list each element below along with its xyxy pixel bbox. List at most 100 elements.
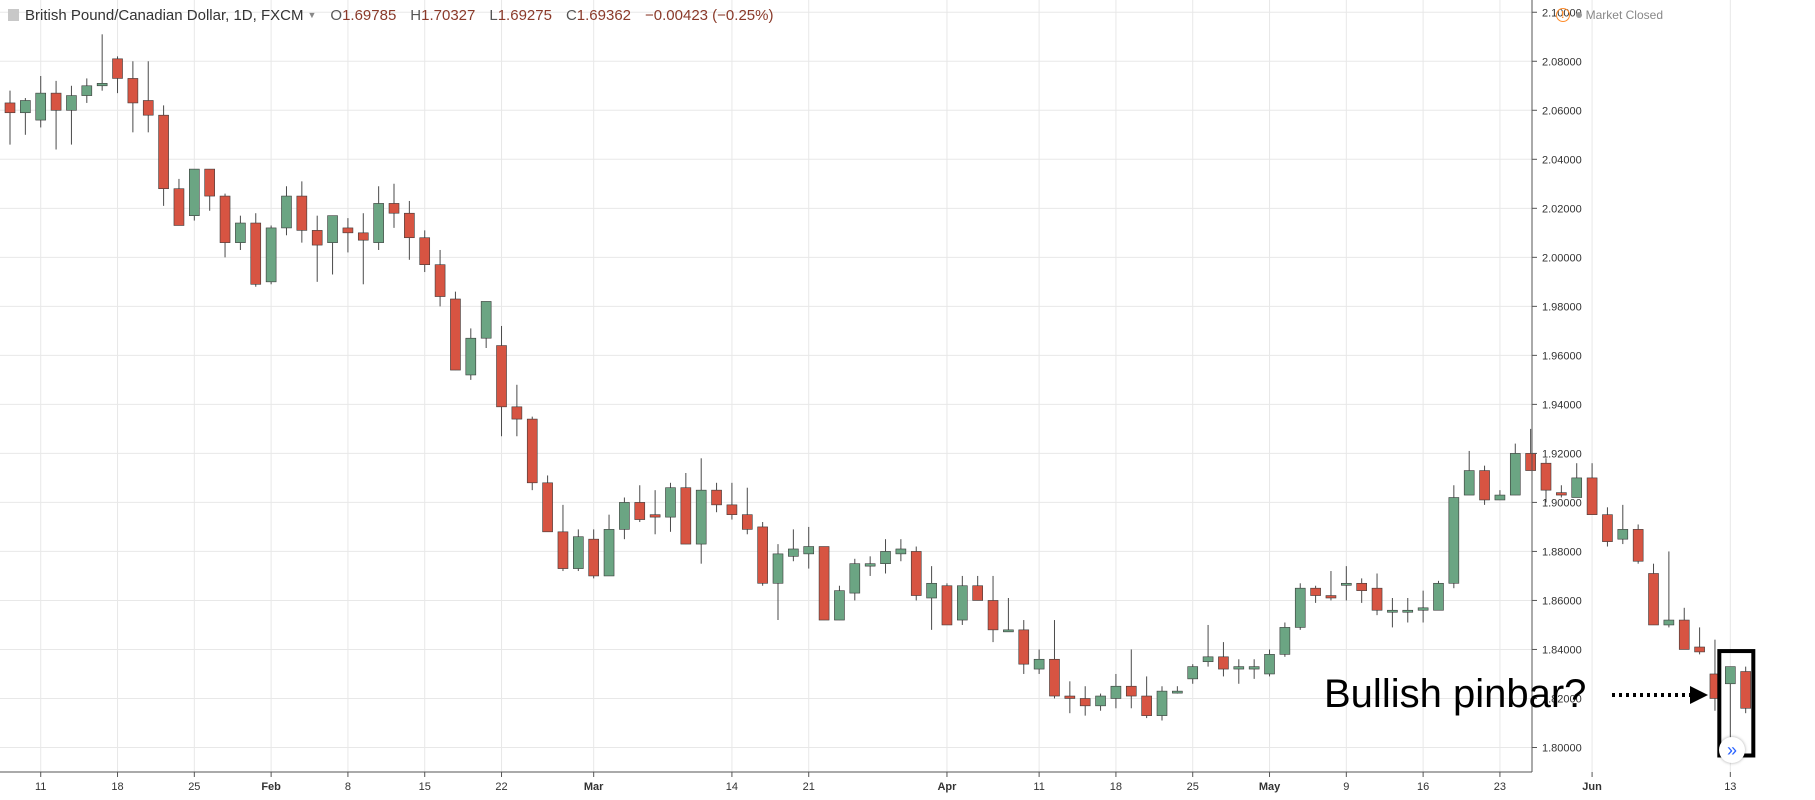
candle-body-up: [957, 585, 968, 621]
candle-body-up: [803, 546, 815, 555]
candle: [35, 75, 47, 128]
candle-body-down: [1218, 656, 1229, 670]
market-status[interactable]: ! Market Closed: [1555, 8, 1663, 22]
candle-body-down: [1310, 587, 1321, 596]
candle: [619, 497, 630, 540]
candle: [1740, 666, 1751, 714]
candle: [50, 80, 62, 150]
candle: [941, 583, 953, 626]
candle-body-up: [189, 168, 200, 216]
x-tick-label: 18: [1110, 781, 1122, 793]
y-tick-label: 1.80000: [1542, 742, 1582, 754]
candle: [834, 585, 845, 621]
candle-body-down: [1540, 462, 1552, 491]
candle-body-down: [496, 345, 507, 408]
candle-body-up: [849, 563, 861, 594]
candle-body-down: [649, 514, 661, 518]
candle-body-down: [1586, 477, 1598, 515]
candle-body-up: [1494, 494, 1506, 501]
candle-body-down: [542, 482, 553, 533]
candle: [1049, 620, 1060, 699]
candle-body-up: [1509, 453, 1521, 496]
candle: [1172, 686, 1183, 694]
candle: [880, 539, 891, 574]
x-tick-label: 8: [345, 781, 351, 793]
x-tick-label: 25: [1187, 781, 1199, 793]
candle: [404, 200, 415, 260]
chevron-down-icon[interactable]: ▼: [307, 10, 317, 20]
candle: [680, 473, 692, 545]
candle-body-down: [50, 92, 62, 111]
candle-body-down: [311, 230, 323, 246]
candle: [757, 522, 768, 586]
candle: [1525, 428, 1536, 471]
candle-body-down: [711, 489, 722, 506]
x-tick-label: 13: [1724, 781, 1736, 793]
candle: [987, 575, 999, 643]
candle: [480, 301, 492, 349]
candle-body-up: [1463, 470, 1475, 496]
annotation-arrow-head: [1690, 686, 1708, 704]
y-tick-label: 1.84000: [1542, 644, 1582, 656]
chart-header: British Pound/Canadian Dollar, 1D, FXCM …: [0, 0, 773, 30]
candle-body-down: [1740, 671, 1751, 709]
candle-body-up: [1156, 690, 1168, 716]
candle: [1064, 681, 1076, 714]
candle-body-down: [634, 502, 646, 520]
candle-body-up: [834, 590, 845, 621]
candle: [1433, 580, 1444, 611]
candle-body-up: [1617, 529, 1629, 540]
candle: [419, 230, 431, 273]
candle: [1325, 571, 1337, 601]
candle-body-down: [1602, 514, 1613, 542]
ohlc-open: O1.69785: [330, 6, 397, 24]
y-tick-label: 2.00000: [1542, 252, 1582, 264]
chart-grid: [0, 0, 1731, 772]
candle: [1310, 585, 1321, 603]
candle: [327, 215, 338, 275]
y-tick-label: 1.88000: [1542, 546, 1582, 558]
candle-body-up: [1663, 619, 1675, 626]
x-tick-label: 25: [188, 781, 200, 793]
symbol-icon[interactable]: [8, 9, 19, 21]
candle: [1448, 485, 1460, 589]
candle-body-up: [1248, 666, 1260, 670]
x-tick-label: 11: [35, 781, 46, 793]
candle: [342, 218, 354, 253]
candle-body-up: [695, 489, 707, 545]
candle: [1079, 686, 1091, 716]
candle-body-down: [987, 600, 999, 631]
candle: [1264, 649, 1275, 677]
candle-body-up: [66, 95, 77, 111]
symbol-title[interactable]: British Pound/Canadian Dollar, 1D, FXCM: [25, 6, 304, 24]
candle: [895, 539, 907, 562]
candle: [112, 56, 123, 94]
candle: [450, 291, 461, 371]
candle-body-down: [219, 195, 231, 243]
candle: [311, 215, 323, 282]
candle-body-up: [1341, 582, 1352, 586]
candle-body-up: [1725, 666, 1736, 685]
scroll-to-realtime-button[interactable]: »: [1719, 737, 1745, 763]
candle-body-down: [1371, 587, 1383, 611]
candle-body-down: [434, 264, 446, 297]
market-status-label: Market Closed: [1585, 8, 1663, 22]
candle-body-down: [1479, 470, 1490, 501]
candle: [127, 61, 139, 133]
candle: [250, 213, 262, 287]
candle: [603, 514, 615, 577]
warning-circle-icon: !: [1555, 8, 1570, 22]
candle: [864, 556, 876, 576]
candle: [1156, 686, 1168, 721]
candle: [926, 566, 937, 630]
candle-body-down: [972, 585, 983, 601]
candle: [542, 475, 553, 533]
candle-body-up: [35, 92, 47, 121]
candle: [1202, 624, 1214, 667]
candle-body-up: [327, 215, 338, 243]
candle: [465, 328, 477, 380]
candle: [665, 482, 676, 532]
candle: [1632, 524, 1644, 564]
candle: [957, 575, 968, 625]
